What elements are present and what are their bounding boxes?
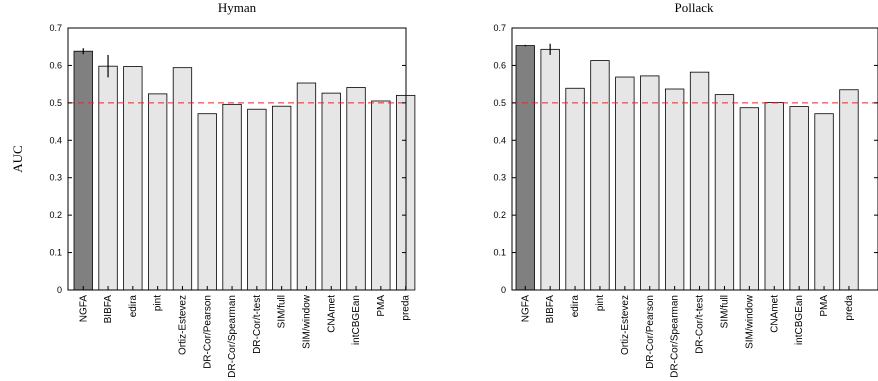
y-tick-label: 0.6 <box>493 60 506 70</box>
chart-hyman: Hyman AUC 0 0.1 0.2 0.3 0.4 0.5 0.6 0.7 NGFA BIB… <box>10 0 416 378</box>
category-label: DR-Cor/Pearson <box>645 295 656 369</box>
category-label: DR-Cor/Spearman <box>670 295 681 378</box>
category-label: SIM/window <box>744 294 755 349</box>
category-label: edira <box>570 295 581 318</box>
bar-pollack-6 <box>665 88 685 291</box>
y-tick-label: 0 <box>501 285 506 295</box>
category-label: preda <box>844 295 855 321</box>
bar-hyman-5 <box>197 113 217 291</box>
bar-hyman-2 <box>123 66 143 291</box>
category-label: DR-Cor/Pearson <box>202 295 213 369</box>
bar-pollack-1 <box>540 48 560 291</box>
category-label: CNAmet <box>769 295 780 333</box>
bar-pollack-7 <box>689 71 710 291</box>
bar-pollack-4 <box>615 76 635 291</box>
bar-hyman-1 <box>98 65 118 291</box>
plot-area-pollack <box>511 27 878 291</box>
category-label: Ortiz-Estevez <box>177 295 188 355</box>
y-tick-label: 0.6 <box>49 60 62 70</box>
category-label: pint <box>153 295 164 311</box>
category-label: SIM/full <box>719 295 730 328</box>
bar-hyman-7 <box>247 108 267 291</box>
category-label: intCBGEan <box>794 295 805 345</box>
category-label: intCBGEan <box>351 295 362 345</box>
y-tick-label: 0.4 <box>493 135 506 145</box>
plot-area-hyman <box>67 27 407 291</box>
chart-title-hyman: Hyman <box>218 0 257 15</box>
bar-pollack-3 <box>590 60 610 291</box>
bar-pollack-9 <box>739 107 759 291</box>
chart-title-pollack: Pollack <box>675 0 714 15</box>
category-label: DR-Cor/t-test <box>695 295 706 354</box>
y-tick-label: 0.3 <box>493 173 506 183</box>
y-tick-label: 0.1 <box>49 248 62 258</box>
bar-hyman-4 <box>172 67 193 291</box>
y-tick-label: 0.4 <box>49 135 62 145</box>
category-label: DR-Cor/Spearman <box>227 295 238 378</box>
category-label: NGFA <box>78 295 89 323</box>
bar-hyman-3 <box>147 93 168 291</box>
bar-hyman-11 <box>346 87 366 291</box>
y-axis-label: AUC <box>10 145 25 172</box>
bar-hyman-10 <box>321 92 341 291</box>
category-label: BIBFA <box>103 295 114 324</box>
bar-hyman-9 <box>296 82 317 291</box>
category-label: PMA <box>376 295 387 317</box>
bar-pollack-8 <box>714 94 735 291</box>
y-tick-label: 0.2 <box>49 210 62 220</box>
chart-pollack: Pollack 0 0.1 0.2 0.3 0.4 0.5 0.6 0.7 NGFA BIBFA… <box>493 0 878 378</box>
category-label: preda <box>401 295 412 321</box>
category-label: NGFA <box>520 295 531 323</box>
category-label: CNAmet <box>326 295 337 333</box>
category-label: Ortiz-Estevez <box>620 295 631 355</box>
category-label: pint <box>595 295 606 311</box>
bar-pollack-11 <box>789 106 809 291</box>
category-label: DR-Cor/t-test <box>252 295 263 354</box>
bar-hyman-8 <box>271 105 292 291</box>
category-label: BIBFA <box>545 295 556 324</box>
category-label: PMA <box>819 295 830 317</box>
bar-pollack-10 <box>764 102 784 291</box>
category-label: SIM/full <box>277 295 288 328</box>
y-tick-label: 0.7 <box>493 23 506 33</box>
bar-pollack-13 <box>839 89 859 291</box>
bars-hyman <box>73 48 416 291</box>
category-label: edira <box>128 295 139 318</box>
bar-pollack-12 <box>814 113 834 291</box>
y-tick-label: 0 <box>57 285 62 295</box>
y-tick-label: 0.3 <box>49 173 62 183</box>
bar-pollack-5 <box>640 75 660 291</box>
bar-hyman-0 <box>73 50 93 291</box>
bar-hyman-6 <box>222 103 242 291</box>
bars-pollack <box>515 43 859 291</box>
y-tick-label: 0.5 <box>493 98 506 108</box>
y-tick-label: 0.2 <box>493 210 506 220</box>
category-label: SIM/window <box>301 294 312 349</box>
y-tick-label: 0.7 <box>49 23 62 33</box>
y-tick-label: 0.5 <box>49 98 62 108</box>
bar-pollack-0 <box>515 45 535 291</box>
x-tick-labels-pollack: NGFA BIBFA edira pint Ortiz-Estevez DR-Cor/Pe… <box>520 286 855 378</box>
bar-pollack-2 <box>565 87 585 291</box>
y-tick-label: 0.1 <box>493 248 506 258</box>
bar-hyman-12 <box>371 100 391 291</box>
x-tick-labels-hyman: NGFA BIBFA edira pint Ortiz-Estevez DR-Cor/Pe… <box>78 286 412 378</box>
